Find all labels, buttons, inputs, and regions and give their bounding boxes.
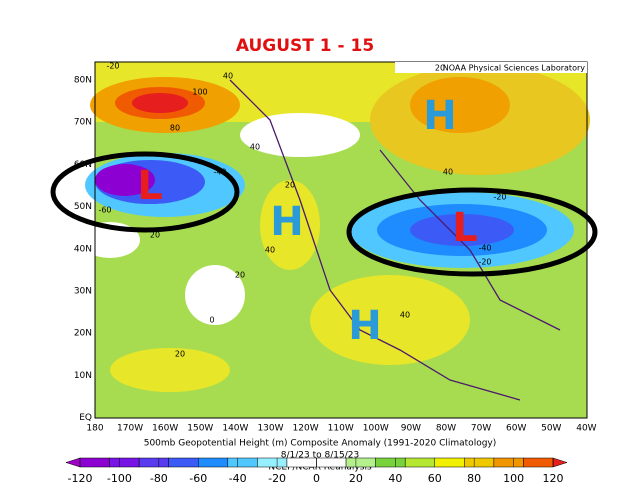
contour-label: 20 <box>285 181 295 190</box>
field-blob <box>132 93 188 113</box>
lat-label: 70N <box>74 118 92 128</box>
lon-label: 160W <box>152 424 178 434</box>
contour-label: 20 <box>235 271 245 280</box>
highlight-ellipse <box>50 151 240 233</box>
contour-label: 40 <box>223 72 233 81</box>
colorbar-label: 120 <box>543 472 564 485</box>
field-blob <box>110 348 230 392</box>
colorbar-swatch <box>345 457 376 468</box>
lat-label: 20N <box>74 329 92 339</box>
contour-label: -40 <box>213 168 226 177</box>
source: NOAA Physical Sciences Laboratory <box>443 64 586 73</box>
colorbar-swatch <box>109 457 140 468</box>
colorbar-swatch <box>286 457 317 468</box>
caption: 8/1/23 to 8/15/23 <box>281 451 359 461</box>
contour-label: 40 <box>443 168 453 177</box>
field-blob <box>240 113 360 157</box>
colorbar-label: 20 <box>349 472 363 485</box>
highlight-ellipse <box>346 187 598 277</box>
colorbar-label: -40 <box>229 472 247 485</box>
lon-label: 150W <box>187 424 213 434</box>
colorbar-swatch <box>434 457 465 468</box>
contour-label: 80 <box>170 124 180 133</box>
contour-label: -20 <box>478 258 491 267</box>
field-blob <box>95 164 155 196</box>
contour-label: -20 <box>106 62 119 71</box>
map-field: NOAA Physical Sciences Laboratory <box>50 61 598 419</box>
lon-label: 120W <box>293 424 319 434</box>
lon-label: 180 <box>86 424 103 434</box>
source-box <box>395 62 587 73</box>
field-blob <box>410 214 514 246</box>
colorbar-label: 100 <box>503 472 524 485</box>
contour-label: 40 <box>400 311 410 320</box>
lat-label: 30N <box>74 287 92 297</box>
colorbar-swatch <box>316 457 347 468</box>
caption: 500mb Geopotential Height (m) Composite … <box>144 439 497 449</box>
colorbar-swatch <box>198 457 229 468</box>
colorbar-label: -80 <box>150 472 168 485</box>
contour-label: -40 <box>478 244 491 253</box>
pressure-center: L <box>137 163 163 209</box>
lat-label: EQ <box>79 413 92 423</box>
colorbar-label: -120 <box>68 472 93 485</box>
lon-label: 140W <box>222 424 248 434</box>
field-blob <box>260 180 320 270</box>
colorbar-label: -100 <box>107 472 132 485</box>
lat-label: 10N <box>74 371 92 381</box>
title: AUGUST 1 - 15 <box>236 36 374 56</box>
field-blob <box>185 265 245 325</box>
contour-label: -20 <box>493 193 506 202</box>
colorbar-swatch <box>227 457 258 468</box>
lon-label: 130W <box>257 424 283 434</box>
lon-label: 40W <box>576 424 596 434</box>
contour-label: 40 <box>265 246 275 255</box>
colorbar-swatch <box>138 457 169 468</box>
colorbar-swatch <box>257 457 288 468</box>
lat-label: 50N <box>74 202 92 212</box>
lon-label: 60W <box>506 424 526 434</box>
contour-label: 20 <box>175 350 185 359</box>
colorbar-label: 40 <box>388 472 402 485</box>
contour-label: 20 <box>150 231 160 240</box>
colorbar-swatch <box>523 457 554 468</box>
colorbar-swatch <box>168 457 199 468</box>
pressure-center: H <box>348 303 381 349</box>
contour-label: 100 <box>192 88 207 97</box>
contour-label: 20 <box>435 64 445 73</box>
lon-label: 70W <box>471 424 491 434</box>
lon-label: 110W <box>328 424 354 434</box>
colorbar-label: 80 <box>467 472 481 485</box>
pressure-center: H <box>423 93 456 139</box>
colorbar-swatch <box>79 457 110 468</box>
colorbar-label: 60 <box>428 472 442 485</box>
lon-label: 100W <box>363 424 389 434</box>
contour-label: 40 <box>250 143 260 152</box>
lon-label: 50W <box>541 424 561 434</box>
map-frame <box>94 61 588 419</box>
lon-label: 90W <box>401 424 421 434</box>
contour-label: -60 <box>98 206 111 215</box>
colorbar-swatch <box>493 457 524 468</box>
colorbar-swatch <box>404 457 435 468</box>
colorbar-label: -60 <box>189 472 207 485</box>
colorbar-swatch <box>464 457 495 468</box>
field-blob <box>310 275 470 365</box>
caption: NCEP/NCAR Reanalysis <box>268 463 372 473</box>
colorbar-label: 0 <box>313 472 320 485</box>
lon-label: 170W <box>117 424 143 434</box>
lat-label: 60N <box>74 160 92 170</box>
colorbar-label: -20 <box>268 472 286 485</box>
coastline <box>229 79 561 401</box>
field-blob <box>410 77 510 133</box>
contour-label: 0 <box>209 316 214 325</box>
pressure-center: H <box>270 199 303 245</box>
lon-label: 80W <box>436 424 456 434</box>
colorbar-swatch <box>375 457 406 468</box>
lat-label: 80N <box>74 76 92 86</box>
lat-label: 40N <box>74 244 92 254</box>
pressure-center: L <box>452 205 478 251</box>
